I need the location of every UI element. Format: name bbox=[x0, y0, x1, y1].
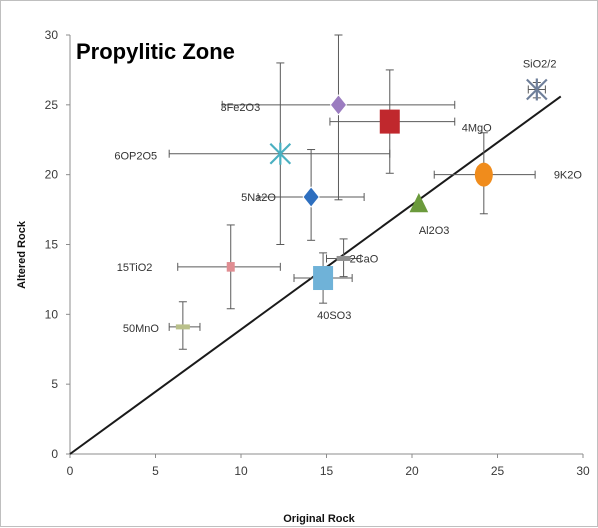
sio2-2-label: SiO2/2 bbox=[523, 58, 557, 70]
3fe2o3-label: 3Fe2O3 bbox=[220, 102, 260, 114]
y-tick-label: 20 bbox=[45, 168, 59, 182]
al2o3-marker bbox=[409, 192, 429, 213]
4mgo-marker bbox=[379, 109, 400, 134]
40so3-label: 40SO3 bbox=[317, 310, 351, 322]
y-tick-label: 5 bbox=[51, 377, 58, 391]
4mgo-label: 4MgO bbox=[462, 123, 492, 135]
3fe2o3-marker bbox=[329, 94, 347, 116]
2cao-label: 2CaO bbox=[350, 253, 379, 265]
y-axis-title: Altered Rock bbox=[16, 220, 28, 289]
x-tick-label: 15 bbox=[320, 464, 334, 478]
markers-layer bbox=[175, 78, 548, 330]
40so3-marker bbox=[313, 266, 334, 291]
9k2o-marker bbox=[474, 162, 493, 187]
axes-layer: 0 5 10 15 20 25 30 0 5 10 15 20 25 30 bbox=[45, 28, 590, 478]
sio2-2-marker bbox=[526, 78, 548, 101]
point-labels-layer: SiO2/2 3Fe2O3 4MgO 6OP2O5 9K2O 5Na2O Al2O3 15Ti… bbox=[114, 58, 582, 334]
y-tick-label: 30 bbox=[45, 28, 59, 42]
chart-title: Propylitic Zone bbox=[76, 39, 235, 64]
15tio2-marker bbox=[226, 262, 235, 272]
50mno-marker bbox=[175, 324, 190, 330]
15tio2-label: 15TiO2 bbox=[117, 262, 153, 274]
y-tick-label: 10 bbox=[45, 307, 59, 321]
x-tick-label: 5 bbox=[152, 464, 159, 478]
50mno-label: 50MnO bbox=[123, 323, 160, 335]
x-tick-label: 0 bbox=[67, 464, 74, 478]
5na2o-label: 5Na2O bbox=[241, 192, 276, 204]
6op2o5-marker bbox=[269, 142, 292, 165]
9k2o-label: 9K2O bbox=[554, 170, 583, 182]
5na2o-marker bbox=[302, 186, 320, 208]
x-tick-label: 30 bbox=[576, 464, 590, 478]
x-axis-title: Original Rock bbox=[283, 513, 355, 525]
y-tick-label: 0 bbox=[51, 447, 58, 461]
2cao-marker bbox=[336, 255, 351, 261]
x-tick-label: 10 bbox=[234, 464, 248, 478]
al2o3-label: Al2O3 bbox=[419, 225, 450, 237]
x-tick-label: 25 bbox=[491, 464, 505, 478]
error-bars-layer bbox=[168, 34, 546, 350]
6op2o5-label: 6OP2O5 bbox=[114, 151, 157, 163]
y-tick-label: 15 bbox=[45, 238, 59, 252]
y-tick-label: 25 bbox=[45, 98, 59, 112]
x-tick-label: 20 bbox=[405, 464, 419, 478]
